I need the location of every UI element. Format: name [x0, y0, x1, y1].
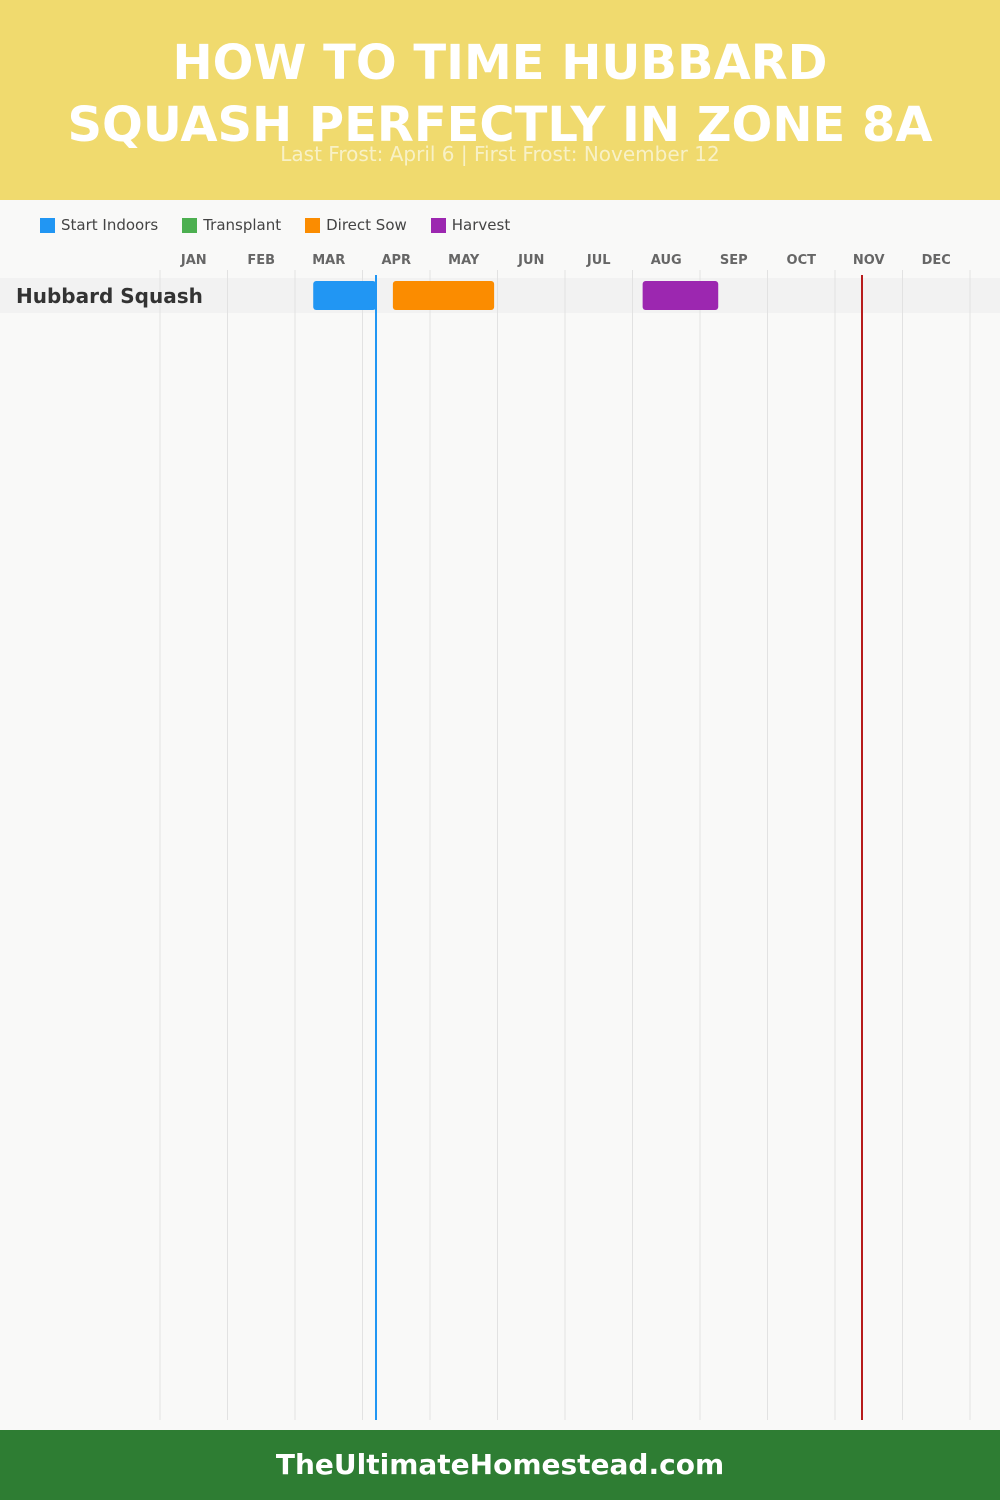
- row-background: [0, 278, 1000, 313]
- month-label-aug: AUG: [651, 253, 682, 268]
- page-title: HOW TO TIME HUBBARD SQUASH PERFECTLY IN …: [0, 32, 1000, 156]
- chart-legend: Start Indoors Transplant Direct Sow Harvest: [40, 214, 534, 236]
- legend-swatch-harvest: [430, 217, 446, 233]
- legend-item-start-indoors: Start Indoors: [40, 216, 158, 234]
- month-label-oct: OCT: [787, 253, 817, 268]
- month-label-sep: SEP: [720, 253, 748, 268]
- month-label-jul: JUL: [586, 253, 611, 268]
- month-label-jun: JUN: [517, 253, 544, 268]
- planting-calendar-chart: JAN FEB MAR APR MAY JUN JUL AUG SEP OCT NOV DEC Hubb…: [0, 253, 1000, 1420]
- task-bar-harvest: [642, 281, 719, 310]
- footer-banner: TheUltimateHomestead.com: [0, 1430, 1000, 1500]
- header-banner: HOW TO TIME HUBBARD SQUASH PERFECTLY IN …: [0, 0, 1000, 200]
- footer-website[interactable]: TheUltimateHomestead.com: [275, 1448, 725, 1481]
- task-bar-direct-sow: [392, 281, 495, 310]
- month-label-apr: APR: [381, 253, 411, 268]
- legend-swatch-transplant: [182, 217, 198, 233]
- legend-label-harvest: Harvest: [451, 216, 511, 234]
- month-label-may: MAY: [448, 253, 480, 268]
- legend-label-direct-sow: Direct Sow: [326, 216, 407, 234]
- title-line-1: HOW TO TIME HUBBARD: [172, 35, 828, 91]
- month-label-dec: DEC: [922, 253, 951, 268]
- month-label-feb: FEB: [247, 253, 275, 268]
- legend-label-transplant: Transplant: [203, 216, 282, 234]
- title-line-2: SQUASH PERFECTLY IN ZONE 8A: [67, 97, 933, 153]
- month-label-nov: NOV: [853, 253, 885, 268]
- row-label: Hubbard Squash: [16, 284, 203, 308]
- legend-swatch-start-indoors: [40, 217, 55, 233]
- legend-label-start-indoors: Start Indoors: [61, 216, 159, 234]
- month-label-jan: JAN: [180, 253, 207, 268]
- task-bar-start-indoors: [313, 281, 376, 310]
- month-label-mar: MAR: [312, 253, 345, 268]
- legend-item-direct-sow: Direct Sow: [305, 216, 407, 234]
- legend-swatch-direct-sow: [305, 217, 321, 233]
- legend-item-transplant: Transplant: [182, 216, 281, 234]
- legend-item-harvest: Harvest: [430, 216, 511, 234]
- frost-dates-subtitle: Last Frost: April 6 | First Frost: Novem…: [280, 142, 720, 166]
